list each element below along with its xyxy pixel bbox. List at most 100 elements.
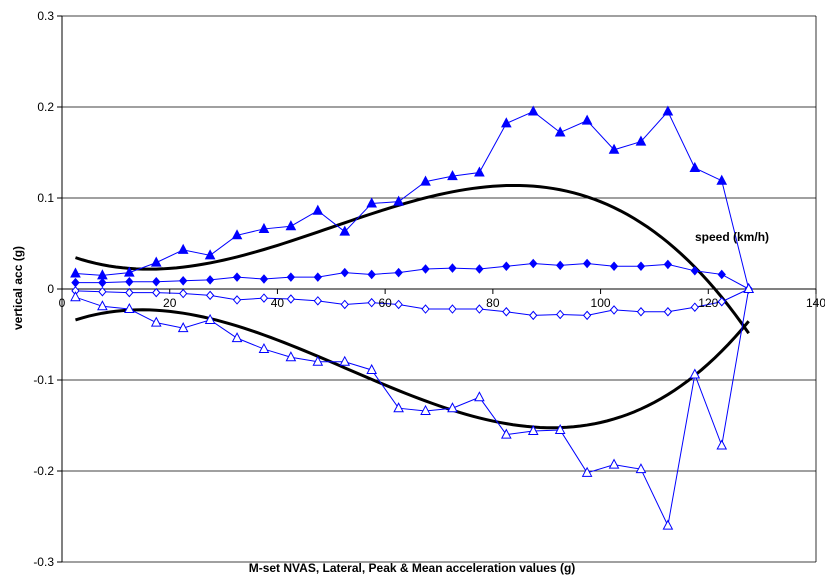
data-point [716, 174, 728, 185]
data-point [662, 105, 674, 116]
data-point [636, 306, 646, 317]
data-point [500, 117, 512, 128]
data-point [743, 282, 755, 293]
data-point [150, 316, 162, 327]
data-point [475, 304, 484, 314]
data-point [636, 261, 646, 272]
data-point [635, 135, 647, 146]
data-point [123, 266, 135, 277]
data-point [340, 267, 349, 278]
data-point [662, 519, 674, 530]
data-point [339, 225, 351, 236]
x-axis-title: M-set NVAS, Lateral, Peak & Mean acceler… [249, 561, 576, 575]
y-axis-title: vertical acc (g) [11, 246, 25, 330]
data-point [150, 256, 162, 267]
data-point [179, 288, 188, 299]
x-tick-label: 20 [163, 296, 177, 310]
data-point [152, 276, 161, 287]
data-point [663, 259, 673, 270]
x-tick-label: 80 [486, 296, 500, 310]
data-point [204, 313, 216, 324]
data-point [475, 264, 484, 274]
data-point [582, 258, 592, 269]
trendline [75, 308, 750, 430]
data-point [689, 161, 701, 172]
data-point [502, 261, 511, 272]
data-point [97, 300, 108, 311]
data-point [232, 272, 242, 282]
data-point [231, 332, 243, 343]
data-point [690, 302, 699, 312]
data-point [447, 402, 458, 413]
data-point [500, 428, 512, 439]
data-point [448, 304, 457, 314]
series-line [75, 288, 750, 528]
data-point [71, 277, 80, 288]
x-tick-label: 40 [271, 296, 285, 310]
data-point [690, 266, 699, 276]
data-point [609, 305, 619, 315]
data-point [609, 261, 619, 272]
data-point [420, 175, 431, 186]
data-point [527, 105, 539, 116]
data-point [152, 287, 161, 298]
data-point [258, 342, 270, 354]
data-point [556, 309, 565, 320]
data-point [394, 299, 403, 310]
data-point [663, 306, 673, 317]
data-point [582, 310, 592, 321]
data-point [393, 402, 404, 413]
data-point [312, 355, 324, 366]
data-point [529, 310, 538, 321]
series-open-triangle [70, 282, 755, 530]
data-point [179, 276, 188, 286]
data-point [366, 363, 378, 374]
data-point [123, 302, 135, 314]
y-tick-label: -0.2 [33, 464, 54, 478]
series-line [75, 263, 749, 290]
data-point [716, 439, 728, 450]
data-point [394, 267, 403, 278]
data-point [527, 424, 539, 435]
y-tick-label: -0.3 [33, 555, 54, 569]
data-point [367, 297, 376, 308]
x-tick-label: 0 [59, 296, 66, 310]
data-point [448, 263, 457, 273]
series-filled-triangle [70, 105, 755, 293]
data-point [70, 267, 81, 278]
data-point [554, 423, 566, 435]
data-point [177, 322, 189, 333]
data-point [285, 351, 297, 362]
data-point [447, 170, 458, 181]
y-tick-label: 0.1 [37, 191, 54, 205]
data-point [717, 296, 726, 307]
y-tick-label: 0.3 [37, 9, 54, 23]
data-point [205, 275, 215, 285]
trendline [75, 183, 750, 335]
data-point [367, 269, 376, 280]
data-point [689, 368, 701, 379]
data-point [205, 290, 215, 301]
data-point [232, 295, 242, 305]
data-point [474, 166, 485, 177]
data-point [259, 293, 269, 303]
data-point [312, 204, 324, 215]
data-point [98, 277, 107, 288]
data-point [313, 296, 322, 306]
tick-labels: 0 20 40 60 80 100 120 140 -0.3 -0.2 -0.1 0 0.1 0.2 0.3 [33, 9, 825, 569]
data-point [340, 299, 349, 310]
x-tick-label: 120 [698, 296, 718, 310]
data-point [393, 195, 404, 206]
data-point [608, 458, 620, 469]
y-tick-label: -0.1 [33, 373, 54, 387]
x-tick-label: 60 [378, 296, 392, 310]
y-tick-label: 0.2 [37, 100, 54, 114]
data-point [635, 463, 647, 474]
data-point [204, 249, 216, 260]
data-point [581, 466, 593, 477]
data-point [581, 114, 593, 125]
axes [57, 15, 817, 563]
x-tick-label: 100 [591, 296, 611, 310]
data-point [717, 269, 726, 280]
